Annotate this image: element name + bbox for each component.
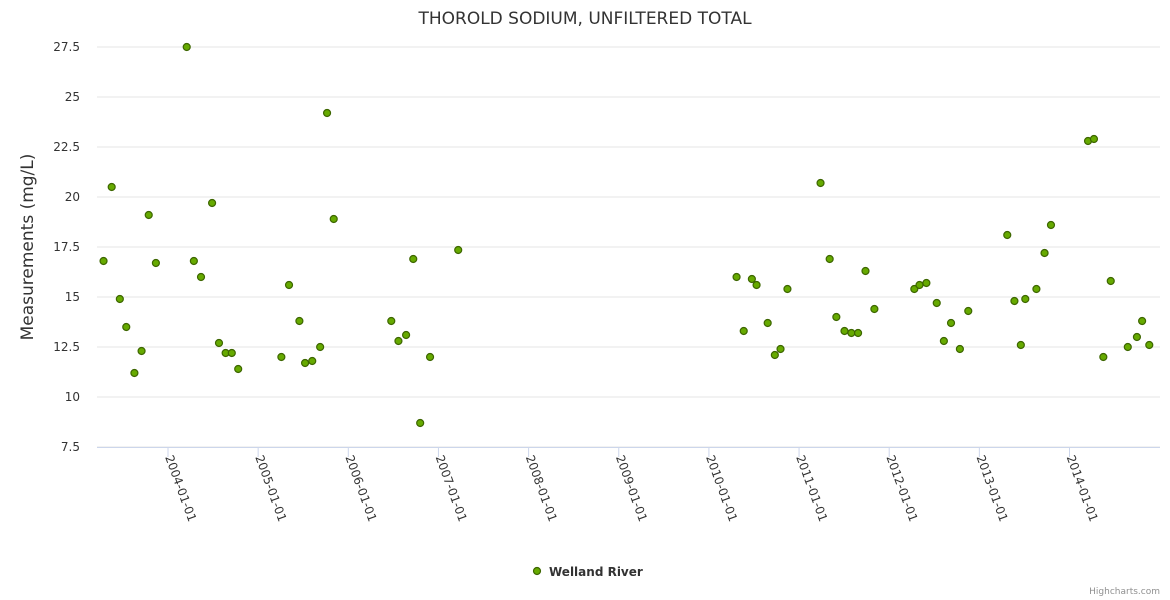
y-tick-label: 27.5 (53, 40, 80, 54)
y-tick-label: 7.5 (61, 440, 80, 454)
data-point[interactable] (1123, 342, 1132, 352)
data-point[interactable] (732, 272, 741, 282)
x-tick-label: 2012-01-01 (883, 453, 920, 523)
data-point[interactable] (1099, 352, 1108, 362)
data-point[interactable] (915, 280, 924, 290)
data-point[interactable] (939, 336, 948, 346)
chart-title: THOROLD SODIUM, UNFILTERED TOTAL (417, 9, 752, 29)
data-point[interactable] (1021, 294, 1030, 304)
data-point[interactable] (870, 304, 879, 314)
data-point[interactable] (227, 348, 236, 358)
data-point[interactable] (115, 294, 124, 304)
data-point[interactable] (861, 266, 870, 276)
x-tick-label: 2008-01-01 (523, 453, 560, 523)
data-point[interactable] (825, 254, 834, 264)
data-point[interactable] (1046, 220, 1056, 230)
data-point[interactable] (763, 318, 772, 328)
legend-item-welland-river[interactable]: Welland River (532, 565, 643, 579)
data-point[interactable] (322, 108, 332, 118)
data-point[interactable] (214, 338, 224, 348)
data-point[interactable] (840, 326, 849, 336)
data-point[interactable] (1010, 296, 1019, 306)
data-point[interactable] (300, 358, 310, 368)
y-tick-label: 12.5 (53, 340, 80, 354)
data-point[interactable] (234, 364, 243, 374)
data-point[interactable] (1032, 284, 1041, 294)
data-point[interactable] (137, 346, 146, 356)
data-point[interactable] (955, 344, 964, 354)
data-point[interactable] (1016, 340, 1025, 350)
data-point[interactable] (151, 258, 160, 268)
y-tick-label: 25 (65, 90, 80, 104)
x-tick-label: 2010-01-01 (703, 453, 740, 523)
data-point[interactable] (964, 306, 973, 316)
y-tick-label: 22.5 (53, 140, 80, 154)
data-point[interactable] (207, 198, 217, 208)
data-point[interactable] (946, 318, 956, 328)
data-point[interactable] (182, 42, 191, 52)
data-point[interactable] (416, 418, 425, 428)
data-point[interactable] (454, 245, 463, 255)
data-point[interactable] (770, 350, 779, 360)
data-point[interactable] (387, 316, 396, 326)
data-point[interactable] (401, 330, 411, 340)
data-point[interactable] (783, 284, 792, 294)
data-point[interactable] (816, 178, 825, 188)
data-point[interactable] (130, 368, 139, 378)
data-point[interactable] (1089, 134, 1099, 144)
data-point[interactable] (144, 210, 153, 220)
x-tick-label: 2007-01-01 (433, 453, 470, 523)
data-point[interactable] (747, 274, 756, 284)
data-point[interactable] (752, 280, 761, 290)
x-tick-label: 2013-01-01 (974, 453, 1011, 523)
data-point[interactable] (329, 214, 338, 224)
data-point[interactable] (932, 298, 941, 308)
data-point[interactable] (295, 316, 304, 326)
data-point[interactable] (1003, 230, 1012, 240)
data-point[interactable] (99, 256, 108, 266)
x-tick-label: 2014-01-01 (1064, 453, 1101, 523)
x-tick-label: 2009-01-01 (613, 453, 650, 523)
data-point[interactable] (739, 326, 748, 336)
data-point[interactable] (776, 344, 785, 354)
data-point[interactable] (308, 356, 317, 366)
data-point[interactable] (107, 182, 116, 192)
data-point[interactable] (853, 328, 863, 338)
y-axis-label: Measurements (mg/L) (18, 154, 38, 341)
data-point[interactable] (189, 256, 198, 266)
y-tick-label: 17.5 (53, 240, 80, 254)
x-tick-label: 2006-01-01 (342, 453, 379, 523)
credits-link[interactable]: Highcharts.com (1089, 587, 1160, 597)
data-point[interactable] (316, 342, 325, 352)
x-tick-label: 2004-01-01 (162, 453, 199, 523)
data-point[interactable] (1145, 340, 1154, 350)
y-tick-label: 10 (65, 390, 80, 404)
data-point[interactable] (1040, 248, 1049, 258)
data-point[interactable] (1132, 332, 1142, 342)
x-tick-label: 2011-01-01 (793, 453, 830, 523)
data-point[interactable] (122, 322, 131, 332)
data-point[interactable] (277, 352, 286, 362)
data-point[interactable] (1138, 316, 1147, 326)
data-point[interactable] (1106, 276, 1115, 286)
y-tick-label: 20 (65, 190, 80, 204)
legend-label: Welland River (549, 565, 643, 579)
legend-marker-icon (532, 566, 542, 576)
data-point[interactable] (922, 278, 931, 288)
data-point[interactable] (196, 272, 206, 282)
data-point[interactable] (832, 312, 841, 322)
data-point[interactable] (425, 352, 435, 362)
data-point[interactable] (847, 328, 856, 338)
data-point[interactable] (409, 254, 418, 264)
data-point[interactable] (284, 280, 294, 290)
y-tick-label: 15 (65, 290, 80, 304)
data-point[interactable] (394, 336, 403, 346)
x-tick-label: 2005-01-01 (252, 453, 289, 523)
